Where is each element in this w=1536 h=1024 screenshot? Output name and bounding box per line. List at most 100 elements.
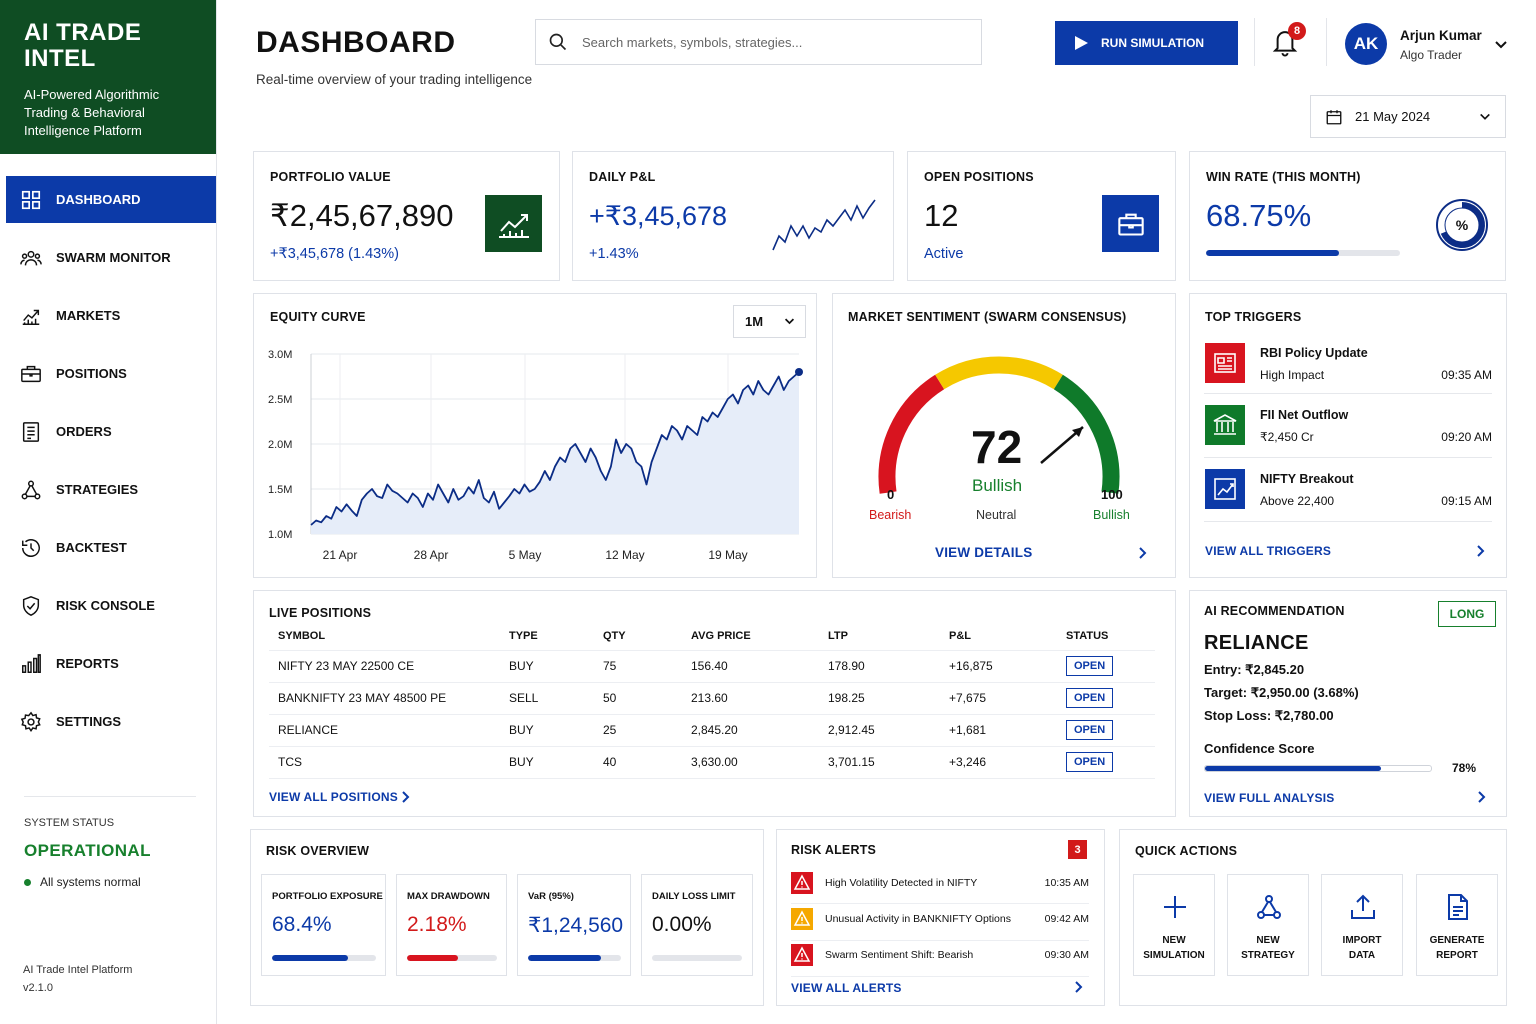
- table-row[interactable]: RELIANCE BUY 25 2,845.20 2,912.45 +1,681…: [269, 713, 1155, 746]
- sidebar-item-dashboard[interactable]: DASHBOARD: [6, 176, 216, 223]
- view-all-positions-link[interactable]: VIEW ALL POSITIONS: [269, 790, 398, 804]
- alerts-title: RISK ALERTS: [791, 843, 877, 857]
- trigger-item[interactable]: FII Net Outflow ₹2,450 Cr 09:20 AM: [1204, 396, 1492, 458]
- import-data-button[interactable]: IMPORT DATA: [1321, 874, 1403, 976]
- brand-panel: AI TRADE INTEL AI-Powered Algorithmic Tr…: [0, 0, 216, 154]
- view-full-analysis-link[interactable]: VIEW FULL ANALYSIS: [1204, 791, 1335, 805]
- sidebar-item-settings[interactable]: SETTINGS: [6, 698, 216, 745]
- history-icon: [22, 538, 40, 557]
- risk-alerts-card: RISK ALERTS 3 High Volatility Detected i…: [776, 829, 1105, 1006]
- risk-metric: DAILY LOSS LIMIT 0.00%: [641, 874, 753, 976]
- cell-pnl: +1,681: [949, 713, 1066, 746]
- avatar[interactable]: AK: [1345, 23, 1387, 65]
- status-badge[interactable]: OPEN: [1066, 752, 1114, 772]
- cell-ltp: 198.25: [828, 681, 949, 714]
- sidebar-item-label: RISK CONSOLE: [56, 598, 155, 613]
- sentiment-title: MARKET SENTIMENT (SWARM CONSENSUS): [848, 310, 1127, 324]
- chevron-down-icon: [784, 318, 795, 325]
- quick-action-label: NEW STRATEGY: [1241, 935, 1295, 961]
- chart-icon: [22, 309, 40, 325]
- alert-item[interactable]: Swarm Sentiment Shift: Bearish 09:30 AM: [791, 942, 1089, 977]
- run-simulation-label: RUN SIMULATION: [1101, 36, 1205, 50]
- trigger-item[interactable]: RBI Policy Update High Impact 09:35 AM: [1204, 334, 1492, 394]
- cell-ltp: 178.90: [828, 649, 949, 682]
- alert-time: 10:35 AM: [1044, 877, 1089, 889]
- alert-item[interactable]: Unusual Activity in BANKNIFTY Options 09…: [791, 906, 1089, 941]
- cell-avg-price: 213.60: [691, 681, 828, 714]
- grid-icon: [21, 190, 41, 209]
- platform-info: AI Trade Intel Platform v2.1.0: [23, 961, 132, 997]
- cell-symbol: NIFTY 23 MAY 22500 CE: [269, 649, 509, 682]
- sidebar-item-swarm-monitor[interactable]: SWARM MONITOR: [6, 234, 216, 281]
- top-triggers-card: TOP TRIGGERS RBI Policy Update High Impa…: [1189, 293, 1507, 578]
- chart-icon: [1205, 469, 1245, 509]
- risk-metric-label: VaR (95%): [528, 891, 574, 902]
- run-simulation-button[interactable]: RUN SIMULATION: [1055, 21, 1238, 65]
- search-input[interactable]: [582, 34, 962, 50]
- chevron-right-icon[interactable]: [1476, 544, 1486, 558]
- platform-version: v2.1.0: [23, 982, 53, 994]
- win-rate-bar-fill: [1206, 250, 1340, 256]
- search-bar[interactable]: [535, 19, 982, 65]
- view-all-triggers-link[interactable]: VIEW ALL TRIGGERS: [1205, 544, 1332, 558]
- alert-time: 09:42 AM: [1044, 913, 1089, 925]
- trigger-detail: ₹2,450 Cr: [1260, 430, 1314, 444]
- sidebar-item-label: REPORTS: [56, 656, 119, 671]
- sidebar-item-risk-console[interactable]: RISK CONSOLE: [6, 582, 216, 629]
- equity-chart: 3.0M 2.5M 2.0M 1.5M 1.0M 21 Apr 28 Apr 5 May 12 …: [268, 349, 803, 562]
- trigger-item[interactable]: NIFTY Breakout Above 22,400 09:15 AM: [1204, 460, 1492, 522]
- x-tick-label: 5 May: [509, 548, 542, 562]
- reco-badge: LONG: [1438, 601, 1496, 627]
- cell-symbol: RELIANCE: [269, 713, 509, 746]
- sidebar-item-label: BACKTEST: [56, 540, 127, 555]
- cell-symbol: TCS: [269, 745, 509, 778]
- chevron-down-icon[interactable]: [1494, 38, 1508, 52]
- date-picker[interactable]: 21 May 2024: [1310, 95, 1506, 138]
- nodes-icon: [21, 480, 41, 499]
- table-row[interactable]: NIFTY 23 MAY 22500 CE BUY 75 156.40 178.…: [269, 649, 1155, 682]
- system-status: SYSTEM STATUS OPERATIONAL All systems no…: [24, 796, 196, 889]
- sidebar-item-positions[interactable]: POSITIONS: [6, 350, 216, 397]
- cell-ltp: 3,701.15: [828, 745, 949, 778]
- range-select[interactable]: 1M: [733, 305, 806, 338]
- sidebar-item-label: SETTINGS: [56, 714, 122, 729]
- status-badge[interactable]: OPEN: [1066, 720, 1114, 740]
- sidebar-item-orders[interactable]: ORDERS: [6, 408, 216, 455]
- cell-avg-price: 156.40: [691, 649, 828, 682]
- x-tick-label: 21 Apr: [323, 548, 358, 562]
- chevron-right-icon[interactable]: [1138, 546, 1148, 560]
- sentiment-score: 72: [971, 421, 1023, 473]
- users-icon: [20, 250, 42, 265]
- risk-metric-bar: [407, 955, 497, 961]
- view-details-link[interactable]: VIEW DETAILS: [935, 545, 1033, 560]
- status-dot: [24, 878, 31, 886]
- view-all-alerts-link[interactable]: VIEW ALL ALERTS: [791, 981, 902, 995]
- table-row[interactable]: BANKNIFTY 23 MAY 48500 PE SELL 50 213.60…: [269, 681, 1155, 714]
- chevron-right-icon[interactable]: [1074, 980, 1084, 994]
- table-row[interactable]: TCS BUY 40 3,630.00 3,701.15 +3,246 OPEN: [269, 745, 1155, 778]
- sidebar-item-backtest[interactable]: BACKTEST: [6, 524, 216, 571]
- range-value: 1M: [745, 314, 764, 329]
- risk-metric-label: DAILY LOSS LIMIT: [652, 891, 736, 902]
- notifications-button[interactable]: 8: [1270, 22, 1306, 60]
- cell-status: OPEN: [1066, 713, 1155, 746]
- sidebar-item-label: POSITIONS: [56, 366, 127, 381]
- chevron-right-icon[interactable]: [1477, 790, 1487, 804]
- new-simulation-button[interactable]: NEW SIMULATION: [1133, 874, 1215, 976]
- cell-type: BUY: [509, 713, 603, 746]
- document-icon: [22, 421, 40, 442]
- sidebar-item-markets[interactable]: MARKETS: [6, 292, 216, 339]
- play-icon: [1075, 36, 1088, 50]
- chevron-right-icon[interactable]: [401, 790, 411, 804]
- plus-icon: [1164, 896, 1186, 918]
- bank-icon: [1205, 405, 1245, 445]
- alert-item[interactable]: High Volatility Detected in NIFTY 10:35 …: [791, 869, 1089, 904]
- risk-metric-value: ₹1,24,560: [528, 914, 624, 937]
- generate-report-button[interactable]: GENERATE REPORT: [1416, 874, 1498, 976]
- status-badge[interactable]: OPEN: [1066, 656, 1114, 676]
- new-strategy-button[interactable]: NEW STRATEGY: [1227, 874, 1309, 976]
- kpi-label: OPEN POSITIONS: [924, 170, 1034, 184]
- sidebar-item-strategies[interactable]: STRATEGIES: [6, 466, 216, 513]
- status-badge[interactable]: OPEN: [1066, 688, 1114, 708]
- sidebar-item-reports[interactable]: REPORTS: [6, 640, 216, 687]
